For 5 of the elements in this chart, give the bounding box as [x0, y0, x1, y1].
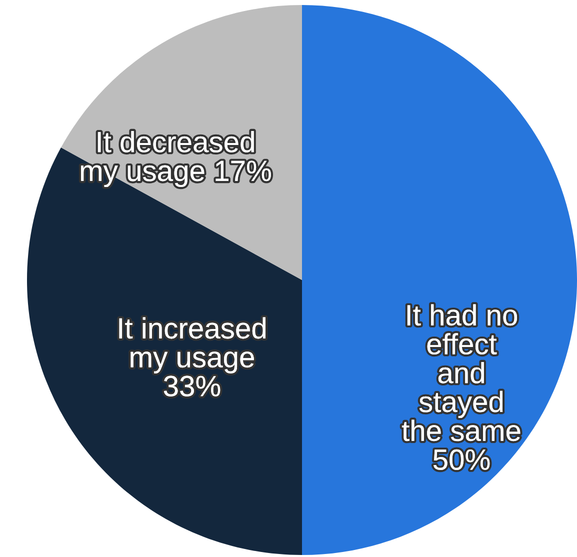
data-label: 33%: [164, 376, 220, 396]
slice-label: It decreased my usage 17%: [80, 130, 271, 188]
data-label: 50%: [433, 449, 490, 470]
slice-label: It had no effect and stayed the same: [402, 304, 520, 442]
slice-label: It increased my usage: [119, 317, 266, 374]
